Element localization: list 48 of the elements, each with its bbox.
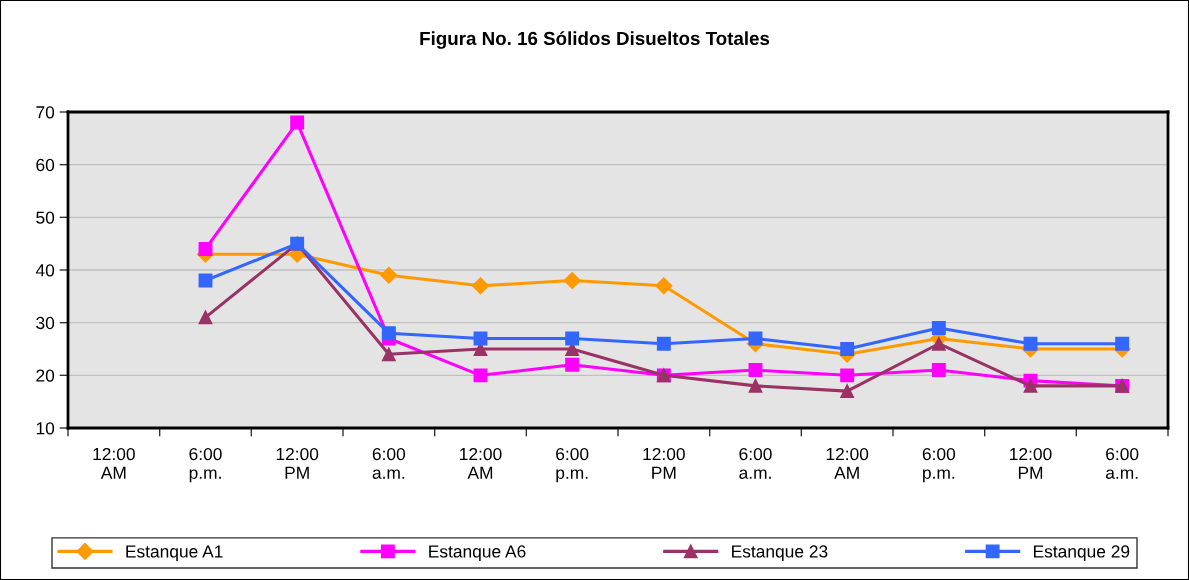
x-tick-label: 6:00 p.m. bbox=[189, 447, 222, 483]
point bbox=[931, 363, 946, 378]
point bbox=[565, 331, 580, 346]
y-tick-label: 10 bbox=[36, 422, 55, 435]
point bbox=[198, 310, 213, 325]
point bbox=[198, 241, 213, 256]
point bbox=[290, 115, 305, 130]
legend-label: Estanque A1 bbox=[126, 545, 223, 562]
x-tick-label: 6:00 p.m. bbox=[556, 447, 589, 483]
point bbox=[748, 378, 763, 393]
point bbox=[1115, 336, 1130, 351]
y-tick-label: 20 bbox=[36, 369, 55, 382]
x-tick-label: 6:00 a.m. bbox=[1106, 447, 1139, 479]
x-tick-label: 12:00 AM bbox=[93, 447, 135, 479]
point bbox=[748, 363, 763, 378]
x-tick-label: 6:00 p.m. bbox=[922, 447, 956, 483]
y-tick-label: 70 bbox=[36, 106, 55, 119]
point bbox=[380, 266, 398, 284]
legend-label: Estanque 23 bbox=[732, 545, 828, 562]
y-tick-label: 60 bbox=[36, 158, 55, 172]
point bbox=[381, 347, 396, 362]
point bbox=[655, 277, 673, 295]
point bbox=[1023, 336, 1038, 351]
point bbox=[1023, 378, 1038, 393]
x-tick-label: 6:00 a.m. bbox=[739, 447, 772, 479]
y-tick-label: 50 bbox=[36, 211, 55, 224]
legend-label: Estanque A6 bbox=[429, 545, 526, 562]
point bbox=[840, 368, 855, 383]
x-tick-label: 12:00 PM bbox=[643, 447, 685, 479]
point bbox=[563, 271, 581, 290]
x-tick-label: 12:00 PM bbox=[276, 447, 319, 479]
point bbox=[381, 326, 396, 341]
x-tick-label: 12:00 AM bbox=[460, 447, 502, 479]
chart-title: Figura No. 16 Sólidos Disueltos Totales bbox=[420, 31, 770, 49]
x-tick-label: 12:00 AM bbox=[826, 447, 869, 479]
point bbox=[931, 336, 946, 351]
y-tick-label: 40 bbox=[35, 264, 55, 277]
point bbox=[656, 336, 671, 351]
point bbox=[931, 320, 946, 335]
legend-label: Estanque 29 bbox=[1033, 545, 1130, 562]
x-tick-label: 6:00 a.m. bbox=[372, 447, 406, 479]
point bbox=[840, 384, 855, 399]
x-tick-label: 12:00 PM bbox=[1010, 447, 1052, 479]
y-tick-label: 30 bbox=[36, 316, 55, 330]
point bbox=[473, 368, 488, 383]
point bbox=[840, 342, 855, 356]
point bbox=[565, 357, 580, 372]
point bbox=[471, 277, 490, 295]
